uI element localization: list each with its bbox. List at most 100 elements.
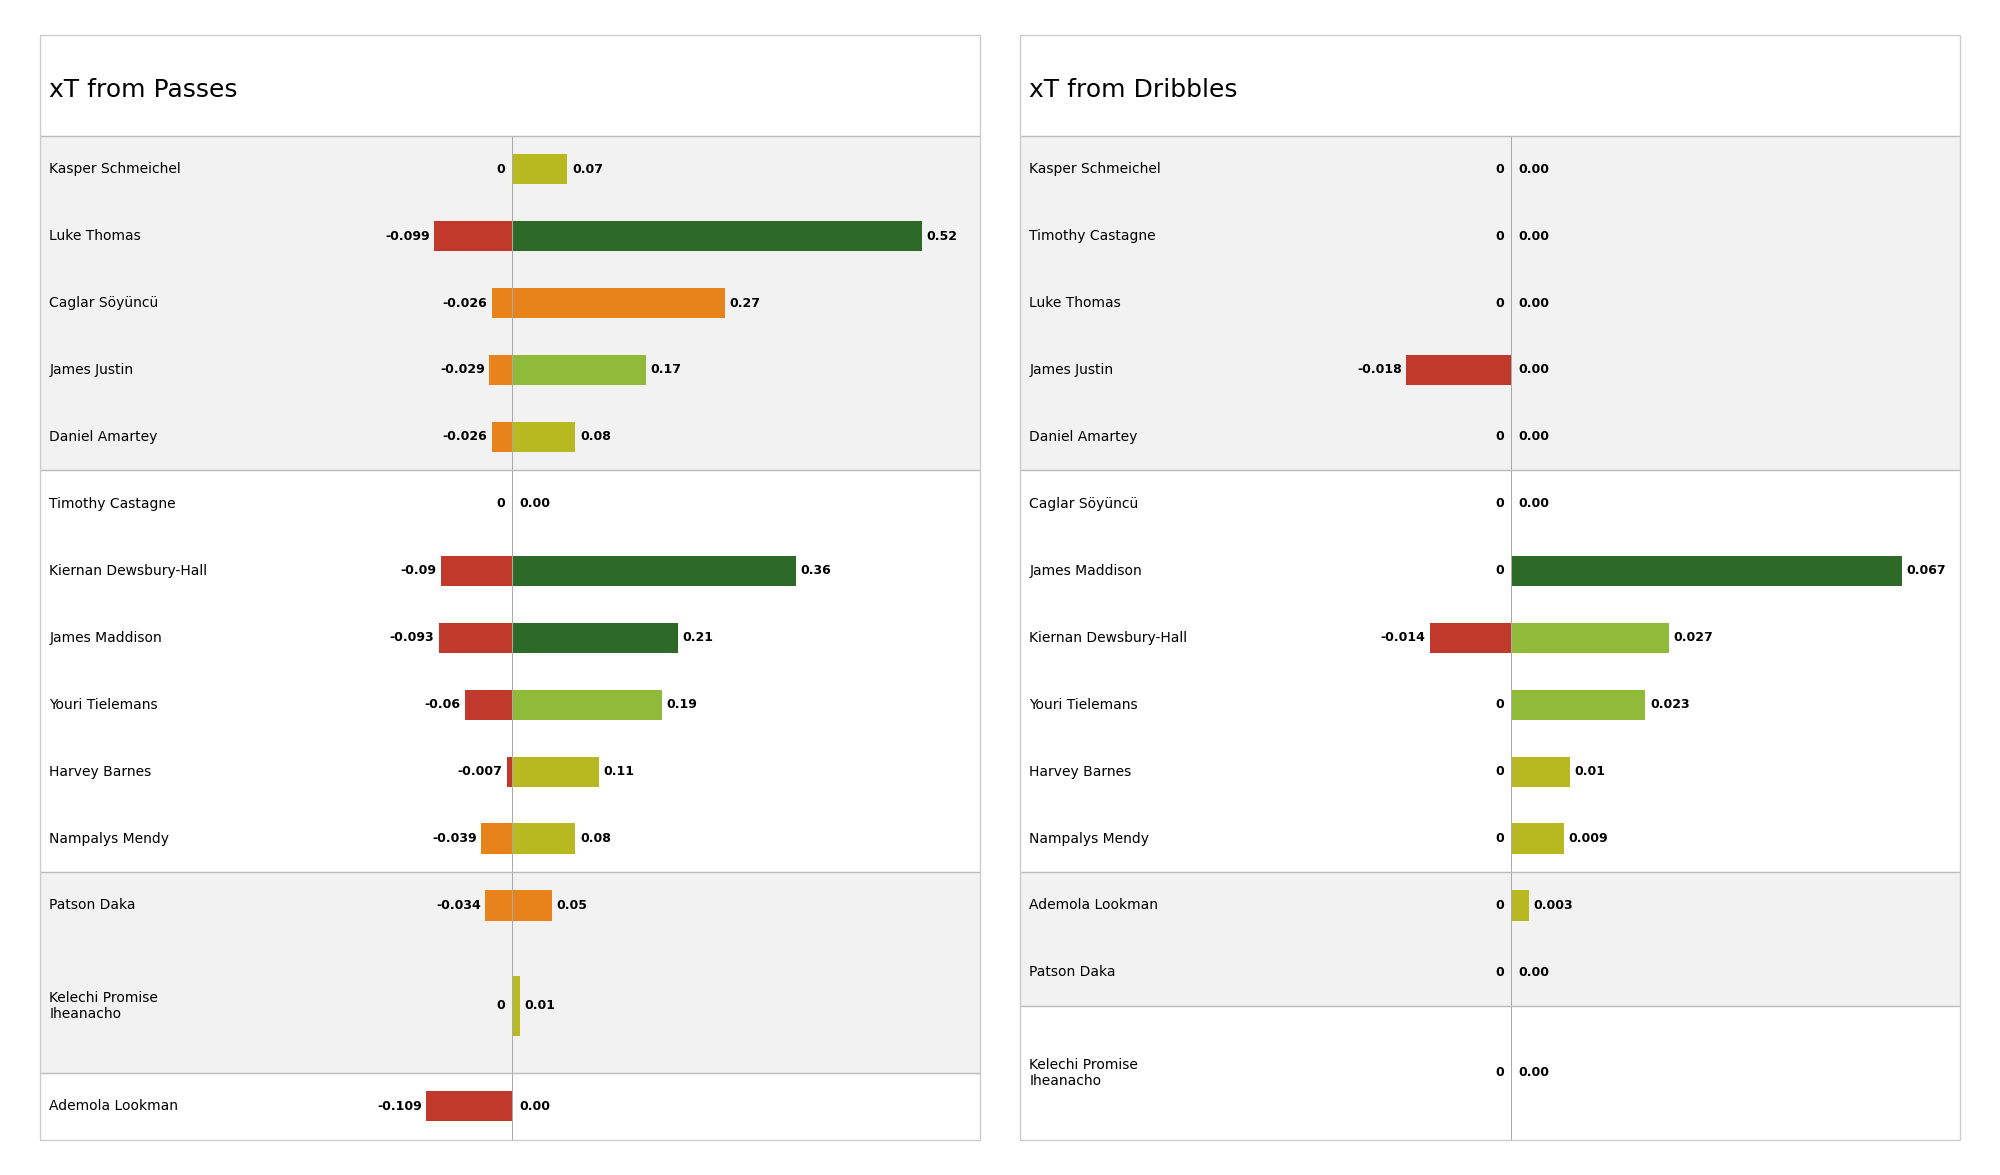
Text: Kiernan Dewsbury-Hall: Kiernan Dewsbury-Hall <box>1030 631 1188 645</box>
Bar <box>512 221 922 251</box>
Bar <box>1020 872 1960 1006</box>
Bar <box>512 556 796 586</box>
Text: 0: 0 <box>496 1000 504 1013</box>
Text: -0.014: -0.014 <box>1380 631 1424 644</box>
Text: Luke Thomas: Luke Thomas <box>50 229 142 243</box>
Text: -0.039: -0.039 <box>432 832 476 845</box>
Text: 0.01: 0.01 <box>1574 765 1606 778</box>
Text: 0.19: 0.19 <box>666 698 698 711</box>
Text: 0: 0 <box>1494 229 1504 242</box>
Bar <box>506 757 512 786</box>
Text: 0.067: 0.067 <box>1906 564 1946 577</box>
Bar <box>1512 891 1528 920</box>
Bar <box>1512 623 1668 653</box>
Bar <box>512 355 646 385</box>
Bar <box>512 891 552 920</box>
Text: Youri Tielemans: Youri Tielemans <box>50 698 158 712</box>
Bar <box>1512 757 1570 786</box>
Text: 0.00: 0.00 <box>1518 229 1550 242</box>
Text: 0.027: 0.027 <box>1674 631 1714 644</box>
Text: Luke Thomas: Luke Thomas <box>1030 296 1122 310</box>
Text: -0.109: -0.109 <box>376 1100 422 1113</box>
Text: -0.007: -0.007 <box>458 765 502 778</box>
Text: Caglar Söyüncü: Caglar Söyüncü <box>50 296 158 310</box>
Text: Kelechi Promise
Iheanacho: Kelechi Promise Iheanacho <box>1030 1058 1138 1088</box>
Bar <box>512 757 598 786</box>
Text: Kiernan Dewsbury-Hall: Kiernan Dewsbury-Hall <box>50 564 208 578</box>
Text: Harvey Barnes: Harvey Barnes <box>50 765 152 779</box>
Text: -0.018: -0.018 <box>1356 363 1402 376</box>
Bar <box>1020 1006 1960 1140</box>
Text: -0.034: -0.034 <box>436 899 480 912</box>
Bar <box>490 355 512 385</box>
Bar <box>1020 470 1960 872</box>
Text: 0.00: 0.00 <box>520 497 550 510</box>
Text: 0.009: 0.009 <box>1568 832 1608 845</box>
Text: James Maddison: James Maddison <box>1030 564 1142 578</box>
Text: 0: 0 <box>1494 564 1504 577</box>
Text: 0: 0 <box>1494 698 1504 711</box>
Text: Timothy Castagne: Timothy Castagne <box>1030 229 1156 243</box>
Text: -0.099: -0.099 <box>384 229 430 242</box>
Text: Ademola Lookman: Ademola Lookman <box>1030 899 1158 913</box>
Bar <box>512 422 576 452</box>
Text: 0.01: 0.01 <box>524 1000 556 1013</box>
Bar <box>442 556 512 586</box>
Bar <box>512 690 662 720</box>
Text: 0: 0 <box>1494 1066 1504 1080</box>
Text: 0.00: 0.00 <box>1518 363 1550 376</box>
Text: Nampalys Mendy: Nampalys Mendy <box>50 832 170 846</box>
Bar <box>464 690 512 720</box>
Text: 0.17: 0.17 <box>650 363 682 376</box>
Text: -0.06: -0.06 <box>424 698 460 711</box>
Bar <box>40 135 980 470</box>
Bar <box>512 154 568 184</box>
Bar <box>438 623 512 653</box>
Text: Patson Daka: Patson Daka <box>50 899 136 913</box>
Text: Patson Daka: Patson Daka <box>1030 966 1116 980</box>
Bar <box>492 288 512 318</box>
Text: 0: 0 <box>1494 162 1504 175</box>
Bar <box>40 470 980 872</box>
Text: 0.00: 0.00 <box>1518 1066 1550 1080</box>
Bar <box>512 975 520 1036</box>
Text: 0: 0 <box>1494 899 1504 912</box>
Text: xT from Passes: xT from Passes <box>50 79 238 102</box>
Text: Timothy Castagne: Timothy Castagne <box>50 497 176 511</box>
Text: 0: 0 <box>1494 832 1504 845</box>
Text: 0.00: 0.00 <box>1518 497 1550 510</box>
Text: Kelechi Promise
Iheanacho: Kelechi Promise Iheanacho <box>50 991 158 1021</box>
Bar <box>1020 135 1960 470</box>
Text: 0: 0 <box>1494 966 1504 979</box>
Text: xT from Dribbles: xT from Dribbles <box>1030 79 1238 102</box>
Bar <box>1430 623 1512 653</box>
Text: Ademola Lookman: Ademola Lookman <box>50 1100 178 1113</box>
Text: James Maddison: James Maddison <box>50 631 162 645</box>
Bar <box>512 623 678 653</box>
Text: Daniel Amartey: Daniel Amartey <box>1030 430 1138 444</box>
Bar <box>486 891 512 920</box>
Text: 0.21: 0.21 <box>682 631 714 644</box>
Text: -0.093: -0.093 <box>390 631 434 644</box>
Text: Harvey Barnes: Harvey Barnes <box>1030 765 1132 779</box>
Text: 0.11: 0.11 <box>604 765 634 778</box>
Bar <box>426 1092 512 1121</box>
Text: 0: 0 <box>496 162 504 175</box>
Bar <box>40 872 980 1073</box>
Bar <box>482 824 512 853</box>
Bar <box>1512 556 1902 586</box>
Text: Daniel Amartey: Daniel Amartey <box>50 430 158 444</box>
Text: 0.05: 0.05 <box>556 899 588 912</box>
Bar <box>40 1073 980 1140</box>
Text: 0.08: 0.08 <box>580 430 610 443</box>
Text: Youri Tielemans: Youri Tielemans <box>1030 698 1138 712</box>
Text: 0: 0 <box>1494 497 1504 510</box>
Text: James Justin: James Justin <box>50 363 134 377</box>
Text: 0.003: 0.003 <box>1534 899 1574 912</box>
Text: 0.023: 0.023 <box>1650 698 1690 711</box>
Bar <box>1512 690 1646 720</box>
Text: Nampalys Mendy: Nampalys Mendy <box>1030 832 1150 846</box>
Text: 0.36: 0.36 <box>800 564 832 577</box>
Text: James Justin: James Justin <box>1030 363 1114 377</box>
Text: 0.00: 0.00 <box>520 1100 550 1113</box>
